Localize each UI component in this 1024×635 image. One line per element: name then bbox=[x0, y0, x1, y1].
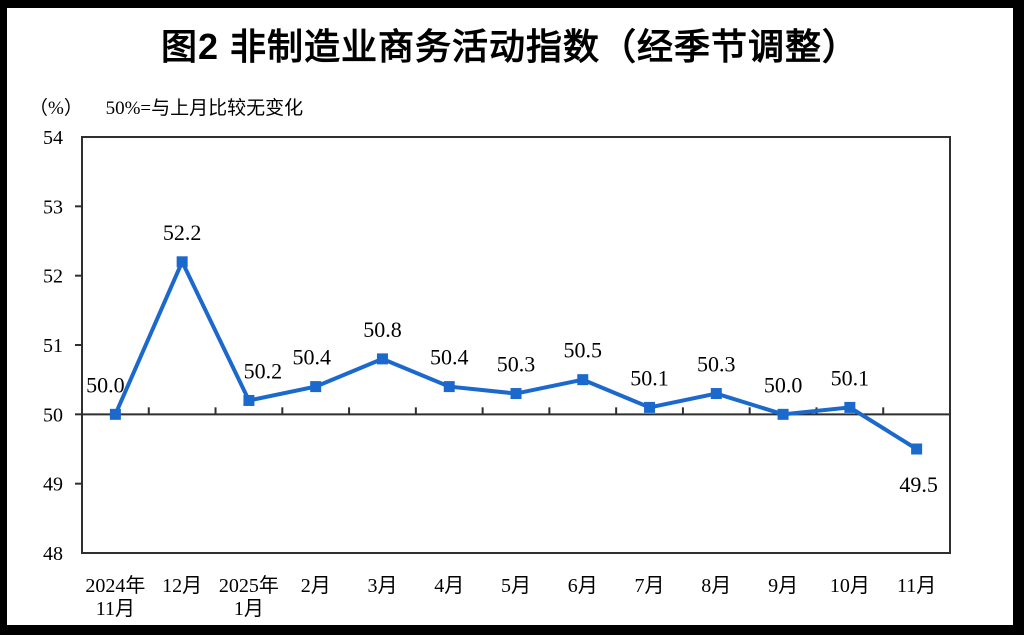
x-axis-category-label: 2月 bbox=[301, 575, 331, 597]
data-point-label: 50.2 bbox=[244, 358, 283, 383]
reference-line-note: 50%=与上月比较无变化 bbox=[105, 98, 304, 119]
data-point-marker bbox=[510, 388, 522, 400]
y-axis-tick-label: 54 bbox=[43, 127, 63, 149]
y-axis-unit-label: （%） bbox=[29, 98, 83, 119]
line-chart: 48 49 50 51 52 53 54 50.0 52.2 50.2 50.4 50.8 50.4 50… bbox=[43, 127, 951, 620]
chart-title: 图2 非制造业商务活动指数（经季节调整） bbox=[160, 26, 860, 67]
x-axis-category-label: 10月 bbox=[830, 575, 870, 597]
x-axis-category-label: 4月 bbox=[434, 575, 464, 597]
data-point-label: 50.4 bbox=[292, 345, 331, 370]
y-axis-tick-label: 53 bbox=[43, 196, 63, 218]
y-axis-tick-label: 48 bbox=[43, 543, 63, 565]
data-point-label: 50.0 bbox=[764, 372, 803, 397]
x-axis-category-label: 2024年 bbox=[85, 574, 145, 597]
page-background: 图2 非制造业商务活动指数（经季节调整） （%） 50%=与上月比较无变化 48… bbox=[7, 8, 1013, 625]
x-axis-category-label: 11月 bbox=[96, 598, 135, 620]
x-axis-category-label: 9月 bbox=[768, 575, 798, 597]
x-axis-category-label: 3月 bbox=[367, 575, 397, 597]
data-point-marker bbox=[644, 401, 656, 413]
data-point-marker bbox=[109, 408, 121, 420]
data-point-label: 50.1 bbox=[831, 365, 870, 390]
plot-border bbox=[81, 136, 951, 554]
x-axis-category-label: 11月 bbox=[897, 575, 936, 597]
data-point-label: 50.1 bbox=[630, 365, 669, 390]
data-point-marker bbox=[376, 353, 388, 365]
data-point-label: 50.3 bbox=[697, 352, 736, 377]
data-point-marker bbox=[310, 381, 322, 393]
data-point-label: 50.8 bbox=[363, 317, 402, 342]
data-point-marker bbox=[710, 388, 722, 400]
data-point-label: 50.5 bbox=[564, 338, 603, 363]
x-axis-category-label: 8月 bbox=[701, 575, 731, 597]
data-point-label: 50.0 bbox=[86, 372, 125, 397]
data-point-label: 49.5 bbox=[899, 472, 938, 497]
y-axis-tick-label: 50 bbox=[43, 404, 63, 426]
data-point-marker bbox=[844, 401, 856, 413]
x-axis-category-label: 6月 bbox=[568, 575, 598, 597]
data-point-marker bbox=[443, 381, 455, 393]
data-point-marker bbox=[577, 374, 589, 386]
y-axis-tick-label: 52 bbox=[43, 266, 63, 288]
data-point-label: 50.4 bbox=[430, 345, 469, 370]
x-axis-category-label: 12月 bbox=[162, 575, 202, 597]
data-point-marker bbox=[911, 443, 923, 455]
data-point-marker bbox=[243, 394, 255, 406]
data-point-label: 52.2 bbox=[163, 220, 202, 245]
data-point-label: 50.3 bbox=[497, 352, 536, 377]
axis-note-row: （%） 50%=与上月比较无变化 bbox=[29, 93, 303, 120]
y-axis-tick-label: 49 bbox=[43, 474, 63, 496]
y-axis-tick-label: 51 bbox=[43, 335, 63, 357]
x-axis-category-label: 1月 bbox=[234, 598, 264, 620]
data-point-marker bbox=[777, 408, 789, 420]
data-point-marker bbox=[176, 256, 188, 268]
x-axis-category-label: 2025年 bbox=[219, 574, 279, 597]
x-axis-category-label: 7月 bbox=[635, 575, 665, 597]
x-axis-category-label: 5月 bbox=[501, 575, 531, 597]
